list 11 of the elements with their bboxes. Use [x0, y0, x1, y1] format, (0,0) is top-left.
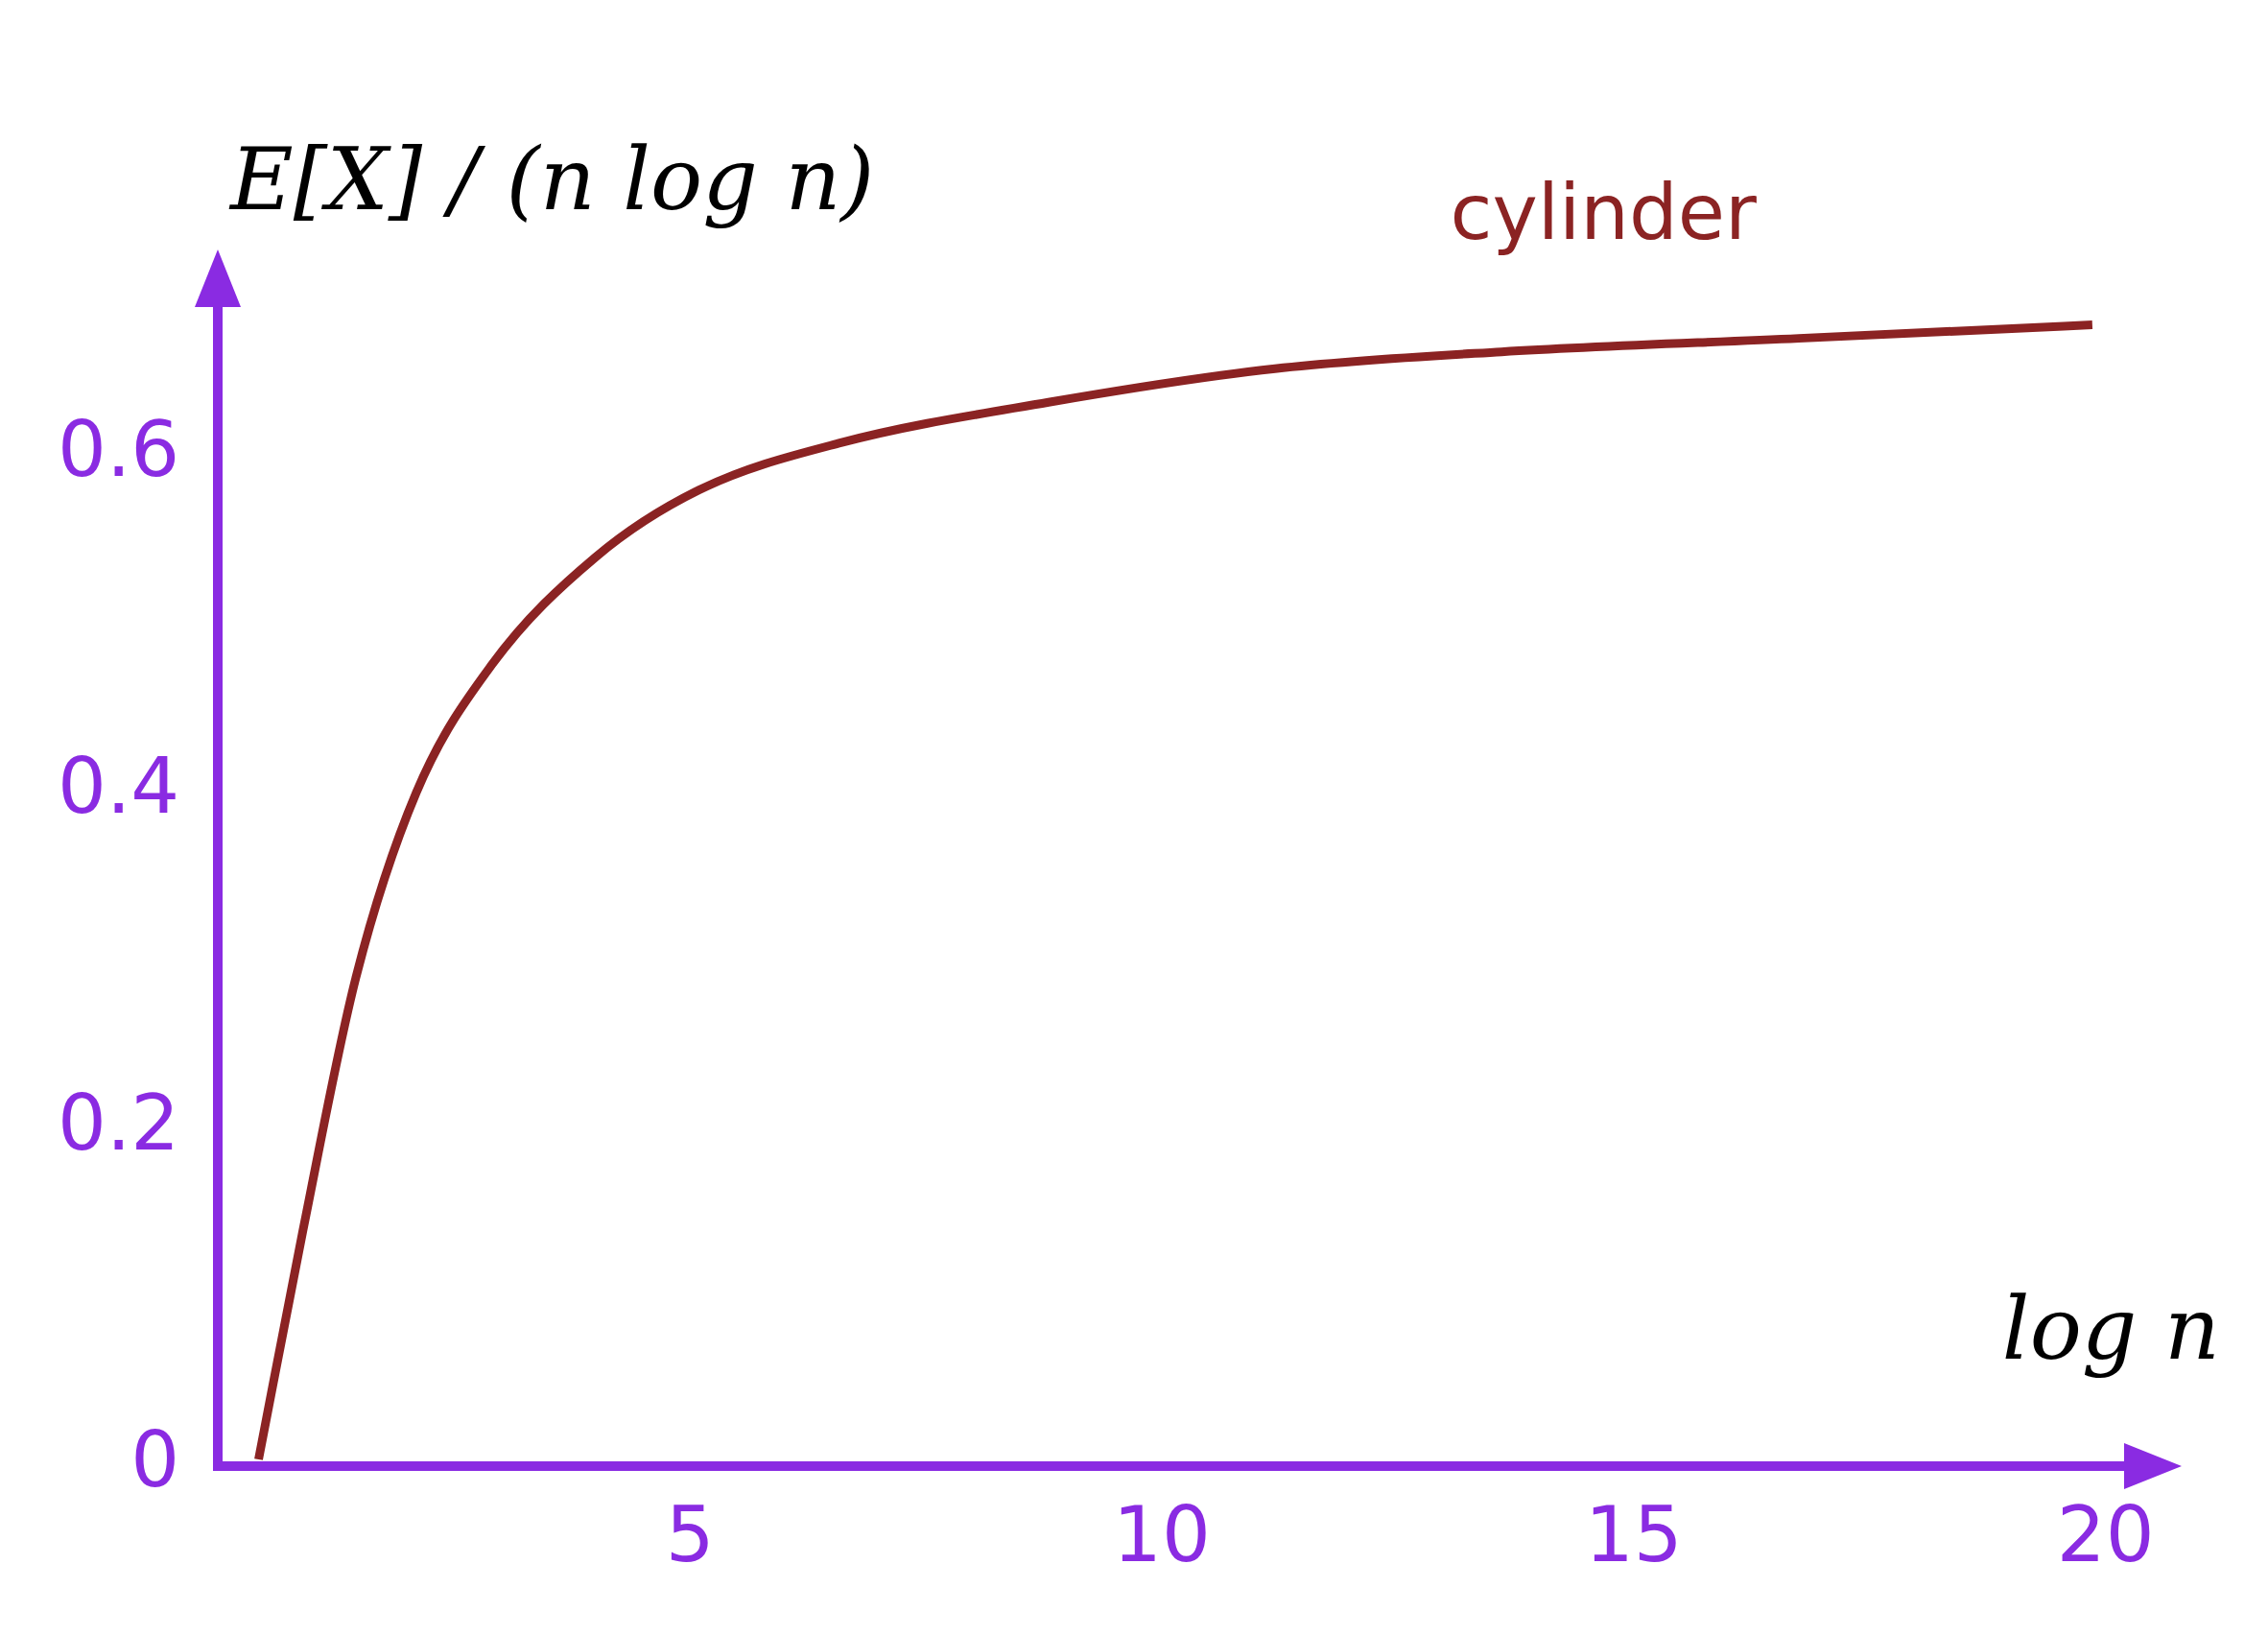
y-tick-label: 0.6 [57, 405, 180, 495]
y-axis-title: E[X] / (n log n) [228, 129, 875, 230]
series-label: cylinder [1450, 168, 1757, 258]
y-tick-label: 0.2 [57, 1078, 180, 1168]
x-axis-title: log n [2001, 1278, 2220, 1380]
x-tick-label: 5 [665, 1489, 715, 1579]
x-tick-label: 15 [1584, 1489, 1683, 1579]
x-tick-label: 10 [1113, 1489, 1211, 1579]
x-tick-label: 20 [2056, 1489, 2155, 1579]
y-tick-label: 0 [130, 1414, 180, 1505]
y-tick-label: 0.4 [57, 742, 180, 832]
